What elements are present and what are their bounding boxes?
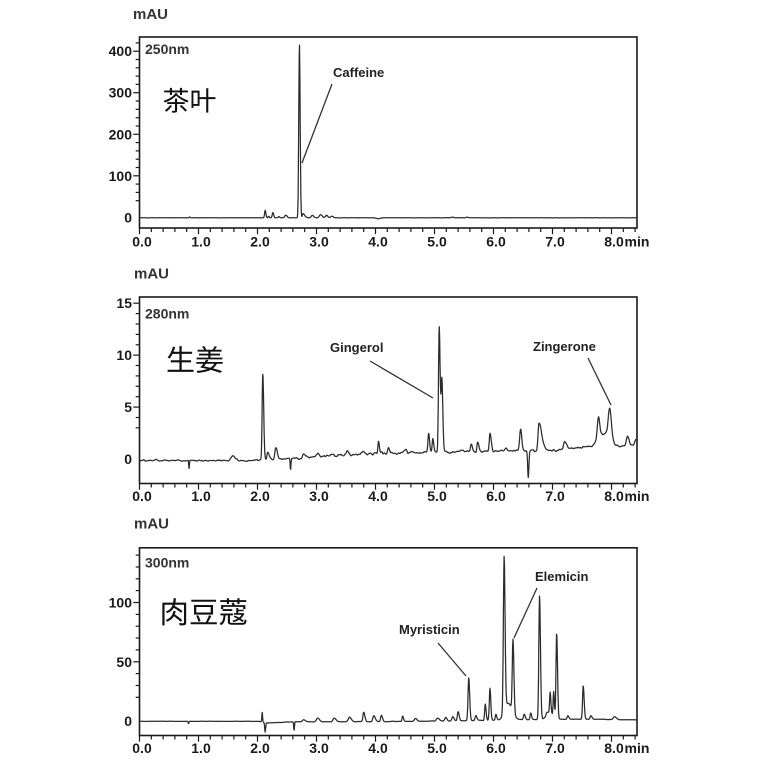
svg-text:8.0: 8.0 <box>604 234 624 250</box>
svg-text:mAU: mAU <box>134 266 169 283</box>
svg-text:300: 300 <box>109 85 133 101</box>
svg-text:6.0: 6.0 <box>486 740 506 756</box>
svg-text:mAU: mAU <box>134 516 169 533</box>
svg-text:0: 0 <box>124 713 132 729</box>
svg-text:2.0: 2.0 <box>250 740 270 756</box>
svg-text:Myristicin: Myristicin <box>399 622 460 637</box>
svg-text:min: min <box>625 740 650 756</box>
svg-text:200: 200 <box>109 126 133 142</box>
svg-text:5.0: 5.0 <box>427 488 447 504</box>
svg-text:1.0: 1.0 <box>191 488 211 504</box>
svg-text:Zingerone: Zingerone <box>533 339 596 354</box>
svg-text:0.0: 0.0 <box>132 488 152 504</box>
svg-text:0: 0 <box>124 451 132 467</box>
svg-text:15: 15 <box>116 295 132 311</box>
svg-text:5.0: 5.0 <box>427 234 447 250</box>
svg-text:0.0: 0.0 <box>132 740 152 756</box>
svg-text:3.0: 3.0 <box>309 488 329 504</box>
svg-text:4.0: 4.0 <box>368 488 388 504</box>
svg-text:5: 5 <box>124 399 132 415</box>
svg-text:50: 50 <box>116 654 132 670</box>
svg-text:100: 100 <box>109 168 133 184</box>
svg-text:7.0: 7.0 <box>545 234 565 250</box>
svg-text:300nm: 300nm <box>145 555 189 571</box>
svg-text:8.0: 8.0 <box>604 740 624 756</box>
svg-text:250nm: 250nm <box>145 41 189 57</box>
svg-text:400: 400 <box>109 43 133 59</box>
svg-text:10: 10 <box>116 347 132 363</box>
svg-text:Caffeine: Caffeine <box>333 65 384 80</box>
svg-text:Elemicin: Elemicin <box>535 569 589 584</box>
svg-text:1.0: 1.0 <box>191 740 211 756</box>
svg-text:6.0: 6.0 <box>486 234 506 250</box>
svg-text:280nm: 280nm <box>145 306 189 322</box>
svg-text:Gingerol: Gingerol <box>330 340 383 355</box>
svg-text:mAU: mAU <box>133 6 168 23</box>
svg-text:min: min <box>625 234 650 250</box>
svg-text:7.0: 7.0 <box>545 740 565 756</box>
svg-text:5.0: 5.0 <box>427 740 447 756</box>
svg-text:2.0: 2.0 <box>250 488 270 504</box>
svg-text:1.0: 1.0 <box>191 234 211 250</box>
svg-text:3.0: 3.0 <box>309 740 329 756</box>
svg-text:4.0: 4.0 <box>368 234 388 250</box>
svg-text:3.0: 3.0 <box>309 234 329 250</box>
svg-text:0.0: 0.0 <box>132 234 152 250</box>
svg-text:4.0: 4.0 <box>368 740 388 756</box>
svg-text:8.0: 8.0 <box>604 488 624 504</box>
svg-text:2.0: 2.0 <box>250 234 270 250</box>
svg-text:0: 0 <box>124 209 132 225</box>
svg-text:7.0: 7.0 <box>545 488 565 504</box>
svg-text:min: min <box>625 488 650 504</box>
svg-text:100: 100 <box>109 595 133 611</box>
svg-text:6.0: 6.0 <box>486 488 506 504</box>
